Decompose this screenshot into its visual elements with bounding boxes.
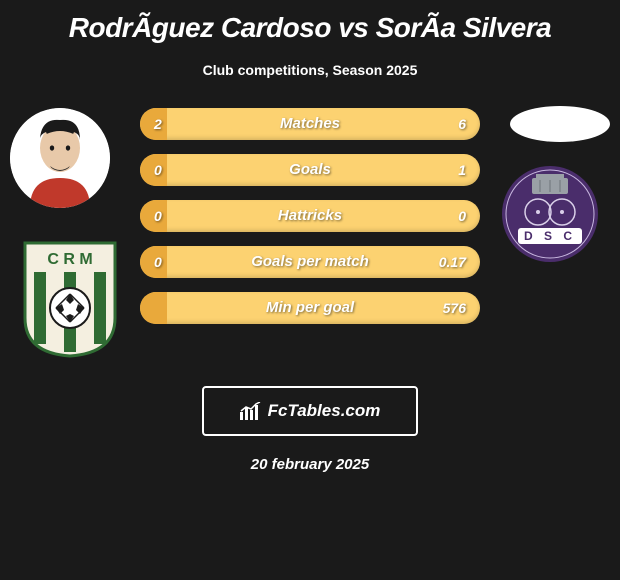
stat-value-right: 0.17 <box>439 246 466 278</box>
stat-label: Matches <box>140 108 480 140</box>
stat-value-right: 576 <box>443 292 466 324</box>
stat-bar: 2Matches6 <box>140 108 480 140</box>
crm-text: C R M <box>47 251 92 268</box>
stat-label: Goals <box>140 154 480 186</box>
stat-bar: 0Goals per match0.17 <box>140 246 480 278</box>
page-title: RodrÃ­guez Cardoso vs SorÃ­a Silvera <box>0 0 620 44</box>
stat-label: Goals per match <box>140 246 480 278</box>
stat-value-right: 6 <box>458 108 466 140</box>
dsc-text: D S C <box>524 229 576 243</box>
stat-bar: Min per goal576 <box>140 292 480 324</box>
team-left-badge: C R M <box>20 238 120 358</box>
chart-icon <box>240 402 262 420</box>
player-right-photo-placeholder <box>510 106 610 142</box>
stat-label: Hattricks <box>140 200 480 232</box>
stat-value-right: 0 <box>458 200 466 232</box>
stat-value-right: 1 <box>458 154 466 186</box>
subtitle: Club competitions, Season 2025 <box>0 62 620 78</box>
stat-label: Min per goal <box>140 292 480 324</box>
team-right-badge: D S C <box>500 164 600 264</box>
footer-date: 20 february 2025 <box>0 456 620 473</box>
stat-bar: 0Goals1 <box>140 154 480 186</box>
stat-bars: 2Matches60Goals10Hattricks00Goals per ma… <box>140 108 480 338</box>
player-left-photo <box>10 108 110 208</box>
brand-text: FcTables.com <box>268 401 381 421</box>
stat-bar: 0Hattricks0 <box>140 200 480 232</box>
comparison-panel: C R M <box>0 108 620 368</box>
brand-box[interactable]: FcTables.com <box>202 386 418 436</box>
